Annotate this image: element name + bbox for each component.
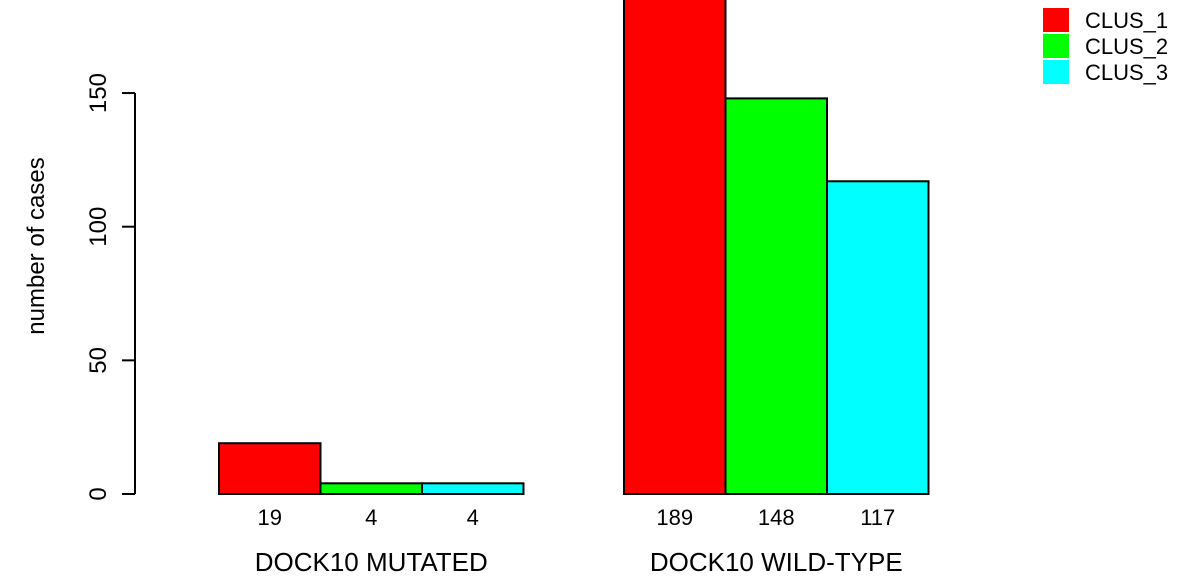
y-tick-label: 150 bbox=[85, 73, 112, 113]
bar-count-label: 117 bbox=[860, 505, 895, 530]
group-labels: DOCK10 MUTATED DOCK10 WILD-TYPE bbox=[255, 547, 903, 576]
group-label: DOCK10 MUTATED bbox=[255, 547, 488, 576]
bar-clus-1 bbox=[623, 0, 727, 495]
bar-clus-2 bbox=[319, 482, 423, 496]
bar-count-label: 4 bbox=[365, 505, 377, 530]
bar-clus-3 bbox=[826, 180, 930, 495]
y-tick-label: 50 bbox=[85, 347, 112, 374]
y-axis-title: number of cases bbox=[23, 157, 50, 334]
bar-count-label: 19 bbox=[258, 505, 282, 530]
y-tick-label: 100 bbox=[85, 207, 112, 247]
bar-clus-1 bbox=[218, 442, 322, 496]
bars: 19 4 4 189 148 117 bbox=[218, 0, 930, 530]
bar-clus-3 bbox=[421, 482, 525, 496]
legend-swatch bbox=[1043, 34, 1069, 58]
bar-count-label: 148 bbox=[758, 505, 795, 530]
group-label: DOCK10 WILD-TYPE bbox=[650, 547, 903, 576]
y-axis: 0 50 100 150 bbox=[85, 73, 136, 501]
legend-label: CLUS_3 bbox=[1085, 60, 1168, 85]
bar-clus-2 bbox=[724, 97, 828, 496]
legend-label: CLUS_2 bbox=[1085, 34, 1168, 59]
y-tick-label: 0 bbox=[85, 487, 112, 500]
bar-count-label: 4 bbox=[467, 505, 479, 530]
legend-swatch bbox=[1043, 60, 1069, 84]
legend-swatch bbox=[1043, 8, 1069, 32]
legend-label: CLUS_1 bbox=[1085, 8, 1168, 33]
bar-count-label: 189 bbox=[656, 505, 693, 530]
